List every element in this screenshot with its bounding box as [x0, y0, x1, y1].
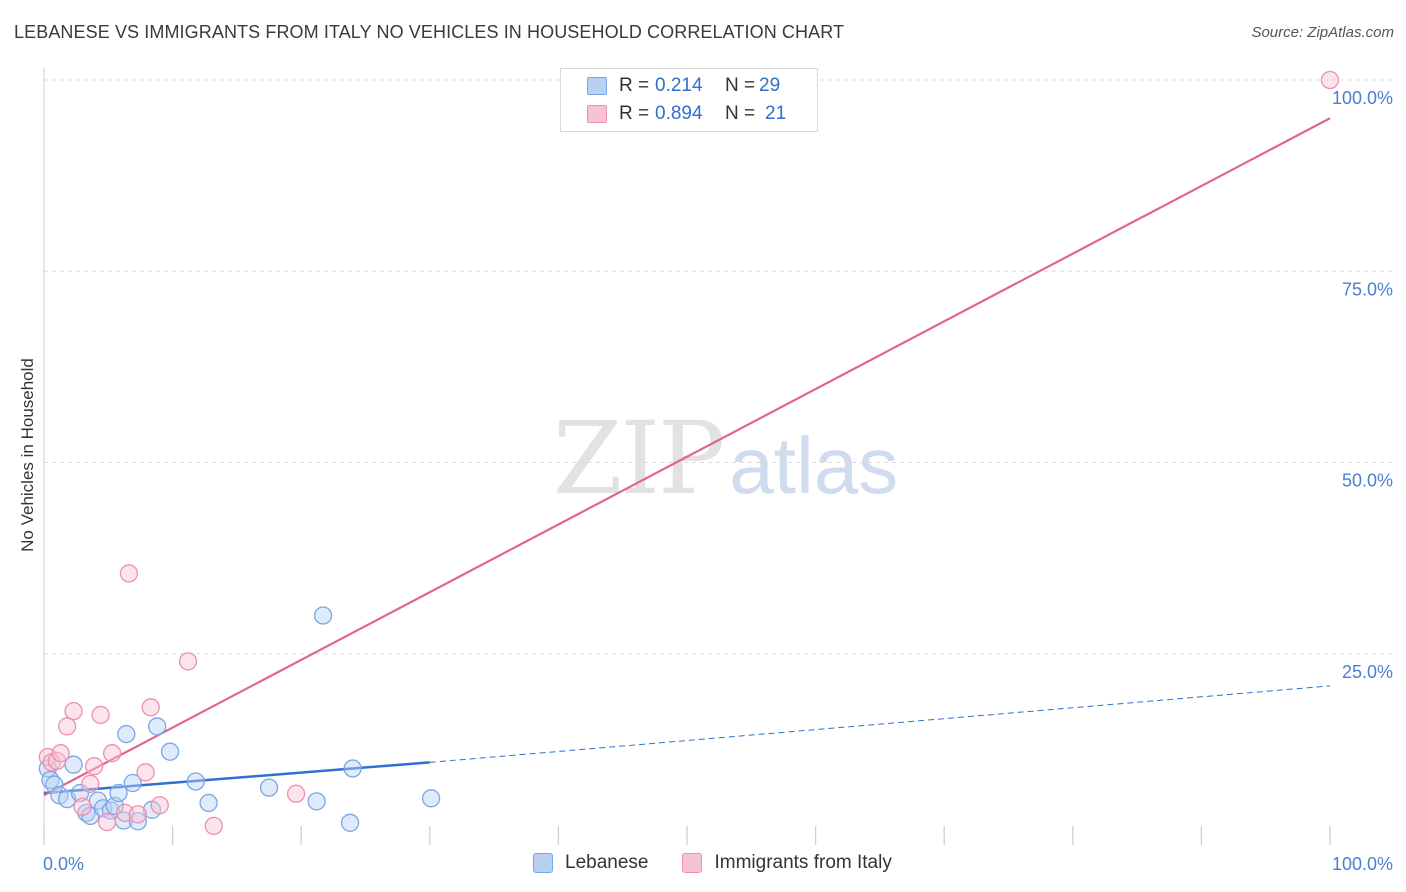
italy-point — [286, 784, 306, 803]
watermark-atlas: atlas — [729, 421, 899, 510]
lebanese-point — [123, 773, 142, 793]
lebanese-point — [259, 778, 279, 797]
italy-point — [204, 816, 223, 836]
lebanese-trend-line — [43, 761, 430, 795]
y-tick-label: 50.0% — [1342, 471, 1393, 491]
lebanese-point — [128, 812, 148, 831]
italy-point — [1320, 70, 1340, 90]
axes — [43, 68, 1331, 845]
italy-point — [57, 717, 77, 736]
lebanese-point — [148, 717, 167, 736]
chart-title: LEBANESE VS IMMIGRANTS FROM ITALY NO VEH… — [14, 22, 845, 42]
lebanese-point — [340, 813, 360, 832]
lebanese-point — [343, 759, 362, 778]
lebanese-point — [421, 789, 441, 808]
italy-point — [136, 763, 155, 782]
x-tick-label-max: 100.0% — [1332, 854, 1393, 874]
italy-point — [64, 701, 83, 721]
n-label: N = — [725, 103, 756, 124]
italy-point — [85, 757, 104, 776]
series-legend: Lebanese Immigrants from Italy — [533, 852, 926, 874]
data-points — [38, 70, 1340, 836]
r-value: 0.214 — [655, 75, 703, 96]
italy-trend-line — [43, 117, 1331, 797]
lebanese-point — [160, 742, 180, 761]
italy-point — [150, 796, 169, 815]
italy-points — [38, 70, 1340, 836]
legend-item-lebanese: Lebanese — [533, 852, 648, 874]
italy-point — [73, 797, 92, 816]
lebanese-swatch — [587, 77, 607, 95]
y-tick-label: 75.0% — [1342, 279, 1393, 299]
source-credit: Source: ZipAtlas.com — [1251, 24, 1394, 41]
r-value: 0.894 — [655, 103, 703, 124]
italy-point — [119, 564, 139, 583]
italy-point — [141, 698, 160, 717]
italy-point — [103, 744, 122, 763]
y-tick-label: 100.0% — [1332, 88, 1393, 108]
n-label: N = — [725, 75, 756, 96]
n-value: 29 — [759, 75, 781, 96]
r-label: R = — [619, 103, 650, 124]
legend-row-italy: R = 0.894 N = 21 — [587, 101, 786, 127]
watermark-zip: ZIP — [553, 400, 725, 517]
italy-point — [81, 774, 100, 793]
trend-lines — [43, 117, 1331, 797]
legend-item-italy: Immigrants from Italy — [682, 852, 892, 874]
italy-point — [51, 744, 70, 763]
gridlines — [44, 79, 1395, 655]
x-tick-label-min: 0.0% — [43, 854, 84, 874]
lebanese-point — [109, 783, 128, 803]
lebanese-point — [307, 792, 326, 811]
lebanese-point — [186, 772, 205, 791]
r-label: R = — [619, 75, 650, 96]
italy-point — [91, 705, 110, 725]
lebanese-trend-extension — [429, 685, 1331, 763]
lebanese-point — [117, 724, 136, 744]
italy-point — [97, 812, 117, 832]
italy-point — [178, 652, 198, 671]
stats-legend: R = 0.214 N = 29 R = 0.894 N = 21 — [560, 68, 818, 132]
lebanese-point — [199, 793, 218, 813]
lebanese-legend-swatch — [533, 853, 553, 873]
italy-swatch — [587, 105, 607, 123]
y-tick-label: 25.0% — [1342, 662, 1393, 682]
lebanese-legend-label: Lebanese — [565, 852, 649, 873]
lebanese-point — [70, 783, 90, 803]
italy-legend-label: Immigrants from Italy — [714, 852, 892, 873]
n-value: 21 — [765, 103, 787, 124]
lebanese-point — [313, 606, 333, 625]
legend-row-lebanese: R = 0.214 N = 29 — [587, 73, 780, 99]
lebanese-point — [45, 775, 64, 794]
italy-legend-swatch — [682, 853, 703, 873]
watermark: ZIPatlas — [553, 400, 898, 517]
tick-labels: 100.0% 75.0% 50.0% 25.0% 0.0% 100.0% — [43, 88, 1393, 874]
italy-point — [128, 805, 148, 824]
